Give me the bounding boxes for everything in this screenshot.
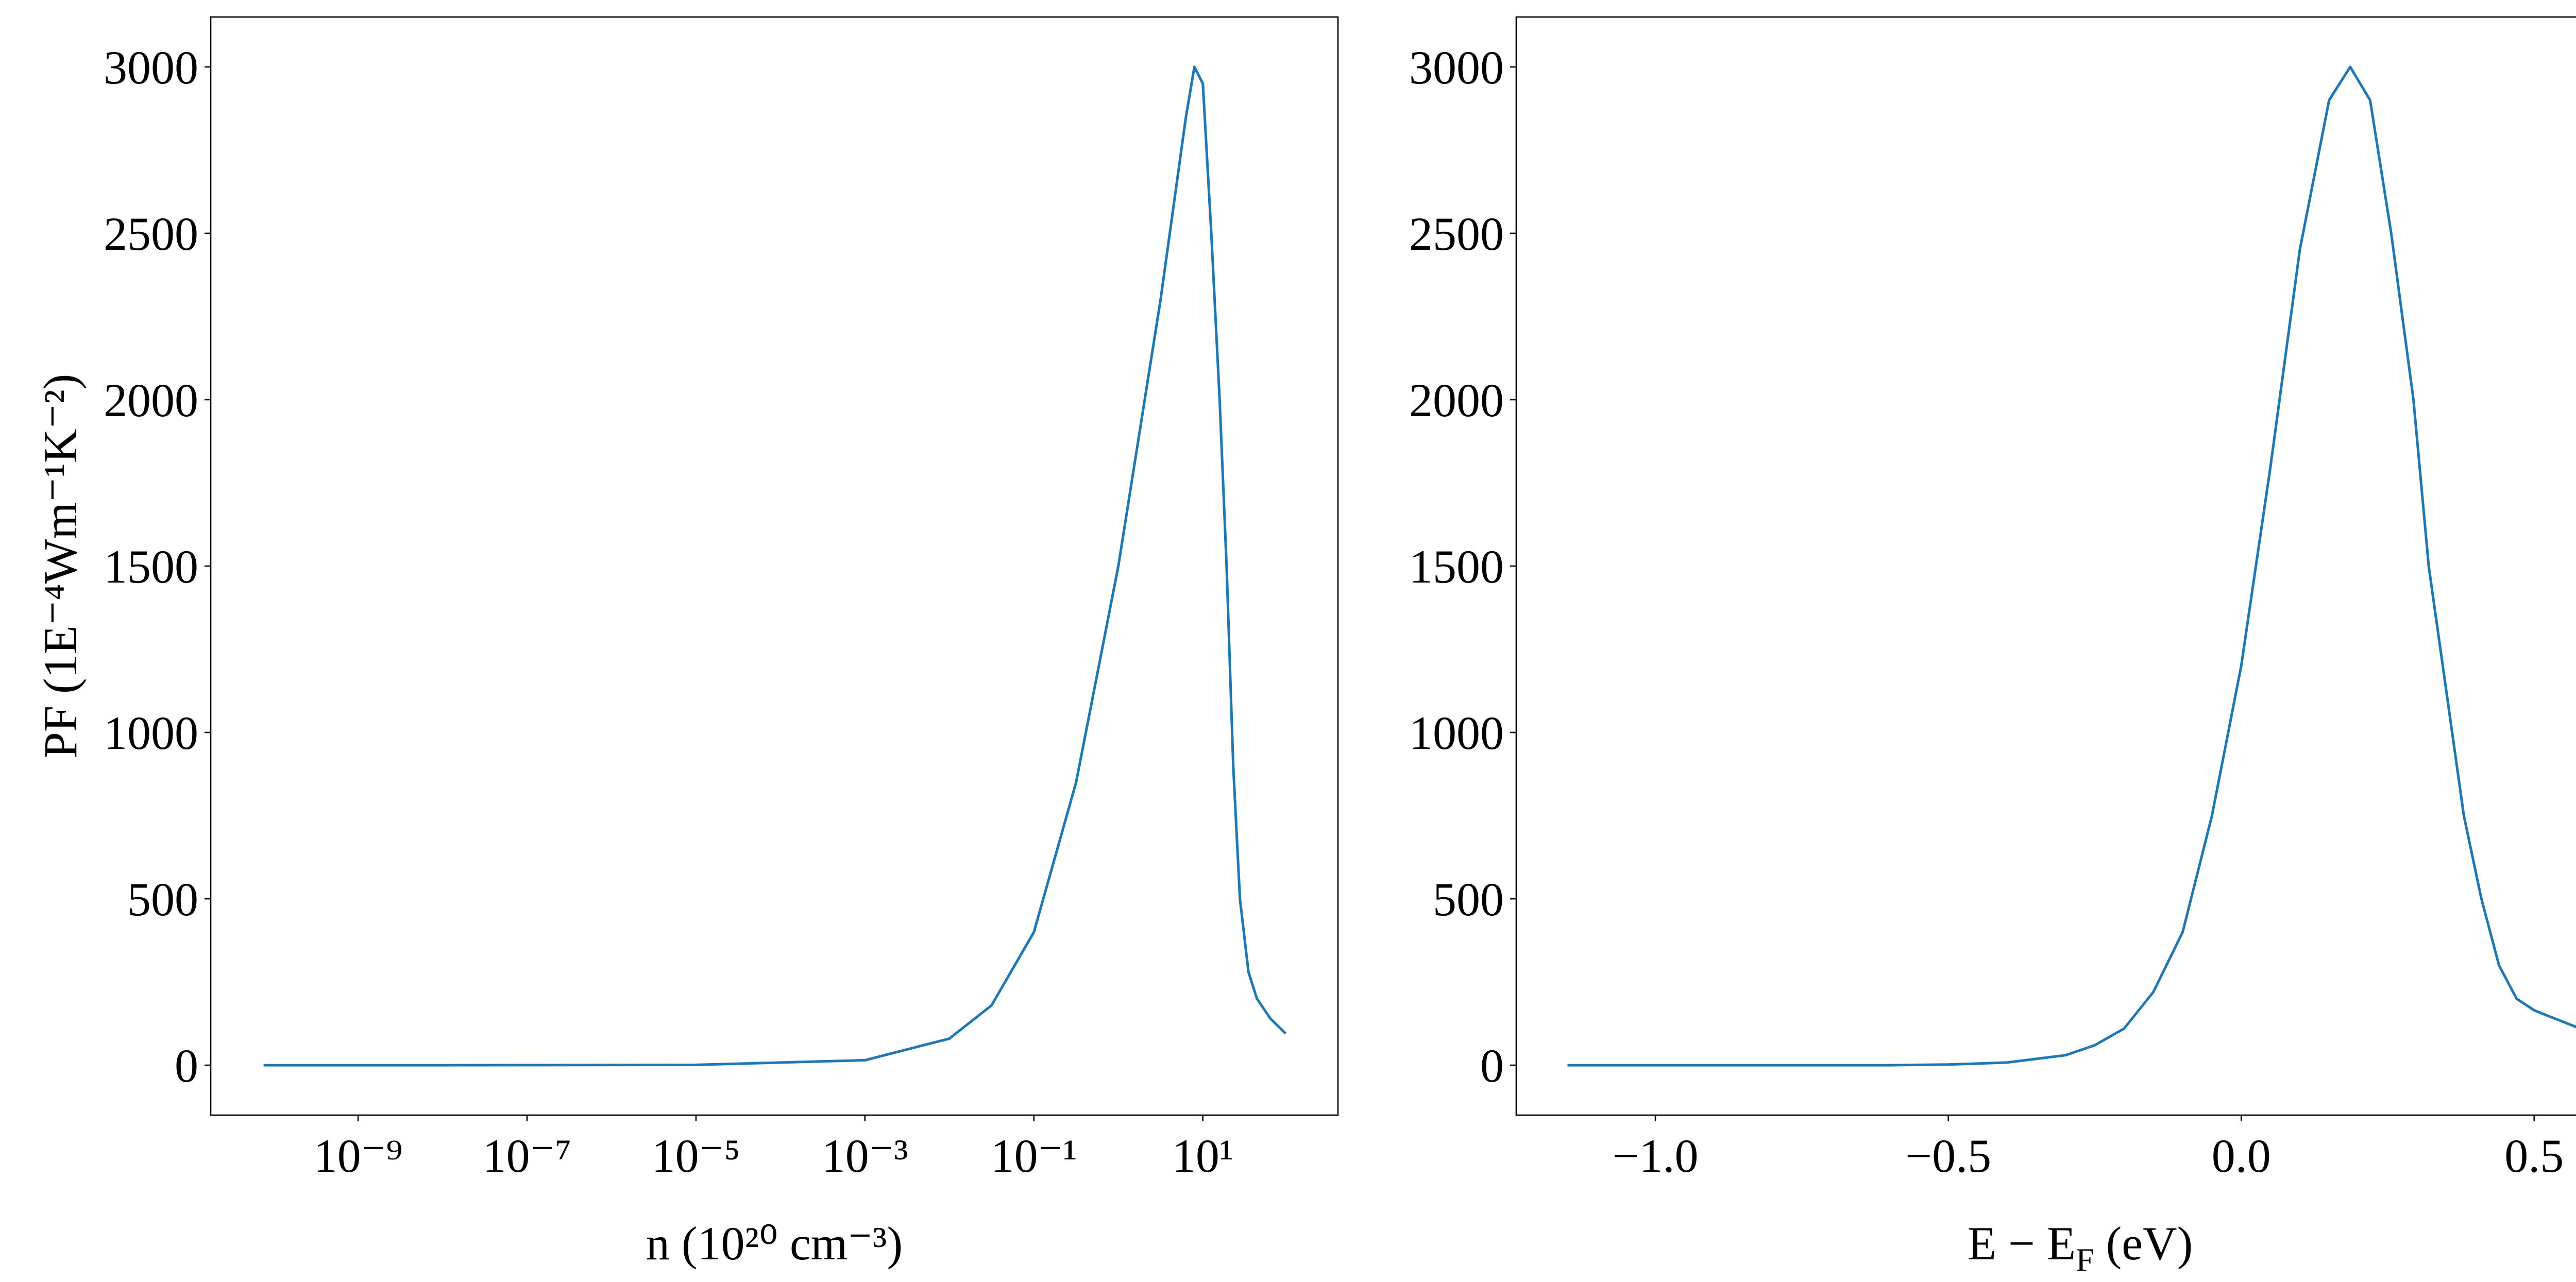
axes-frame [1515,16,2576,1116]
line [1567,65,2576,1067]
x-tick-label: 0.0 [2212,1130,2271,1182]
y-axis-label: PF (1E⁻⁴Wm⁻¹K⁻²) [34,374,87,759]
x-tick-label: 0.5 [2504,1130,2564,1182]
y-tick-label: 3000 [104,41,198,94]
x-tick-label: −1.0 [1613,1130,1699,1182]
axes-frame [210,16,1339,1116]
y-tick-label: 0 [1480,1039,1504,1092]
x-tick-label: 10⁻⁵ [652,1130,741,1182]
chart: 0 500 1000 1500 2000 2500 3000 −1.0 −0.5 0.0 0.5 E … [1409,16,2576,1278]
x-axis-label-part: (eV) [2094,1217,2193,1270]
y-tick-label: 1000 [1409,707,1504,759]
x-tick-label: 10¹ [1172,1130,1234,1182]
y-tick-label: 0 [175,1039,198,1092]
x-tick-label: 10⁻⁷ [483,1130,572,1182]
y-tick-label: 2000 [1409,374,1504,426]
y-tick-label: 1500 [1409,540,1504,593]
x-tick-label: 10⁻¹ [991,1130,1077,1182]
line [263,65,1287,1067]
y-tick-label: 3000 [1409,41,1504,94]
x-tick-label: −0.5 [1905,1130,1991,1182]
y-tick-label: 500 [1433,873,1504,926]
y-tick-label: 1000 [104,707,198,759]
x-axis-label: E − EF (eV) [1968,1217,2193,1278]
x-tick-label: 10⁻⁹ [314,1130,403,1182]
x-axis-label-part: F [2076,1241,2094,1278]
y-tick-label: 2500 [1409,208,1504,260]
y-tick-label: 2000 [104,374,198,426]
x-axis-label-part: E − E [1968,1217,2076,1270]
x-axis-label: n (10²⁰ cm⁻³) [646,1217,903,1270]
chart: 0 500 1000 1500 2000 2500 3000 10⁻⁹ 10⁻⁷ 10⁻⁵ 10⁻³… [34,16,1339,1270]
x-tick-label: 10⁻³ [822,1130,908,1182]
y-tick-label: 1500 [104,540,198,593]
y-tick-label: 500 [127,873,198,926]
y-tick-label: 2500 [104,208,198,260]
